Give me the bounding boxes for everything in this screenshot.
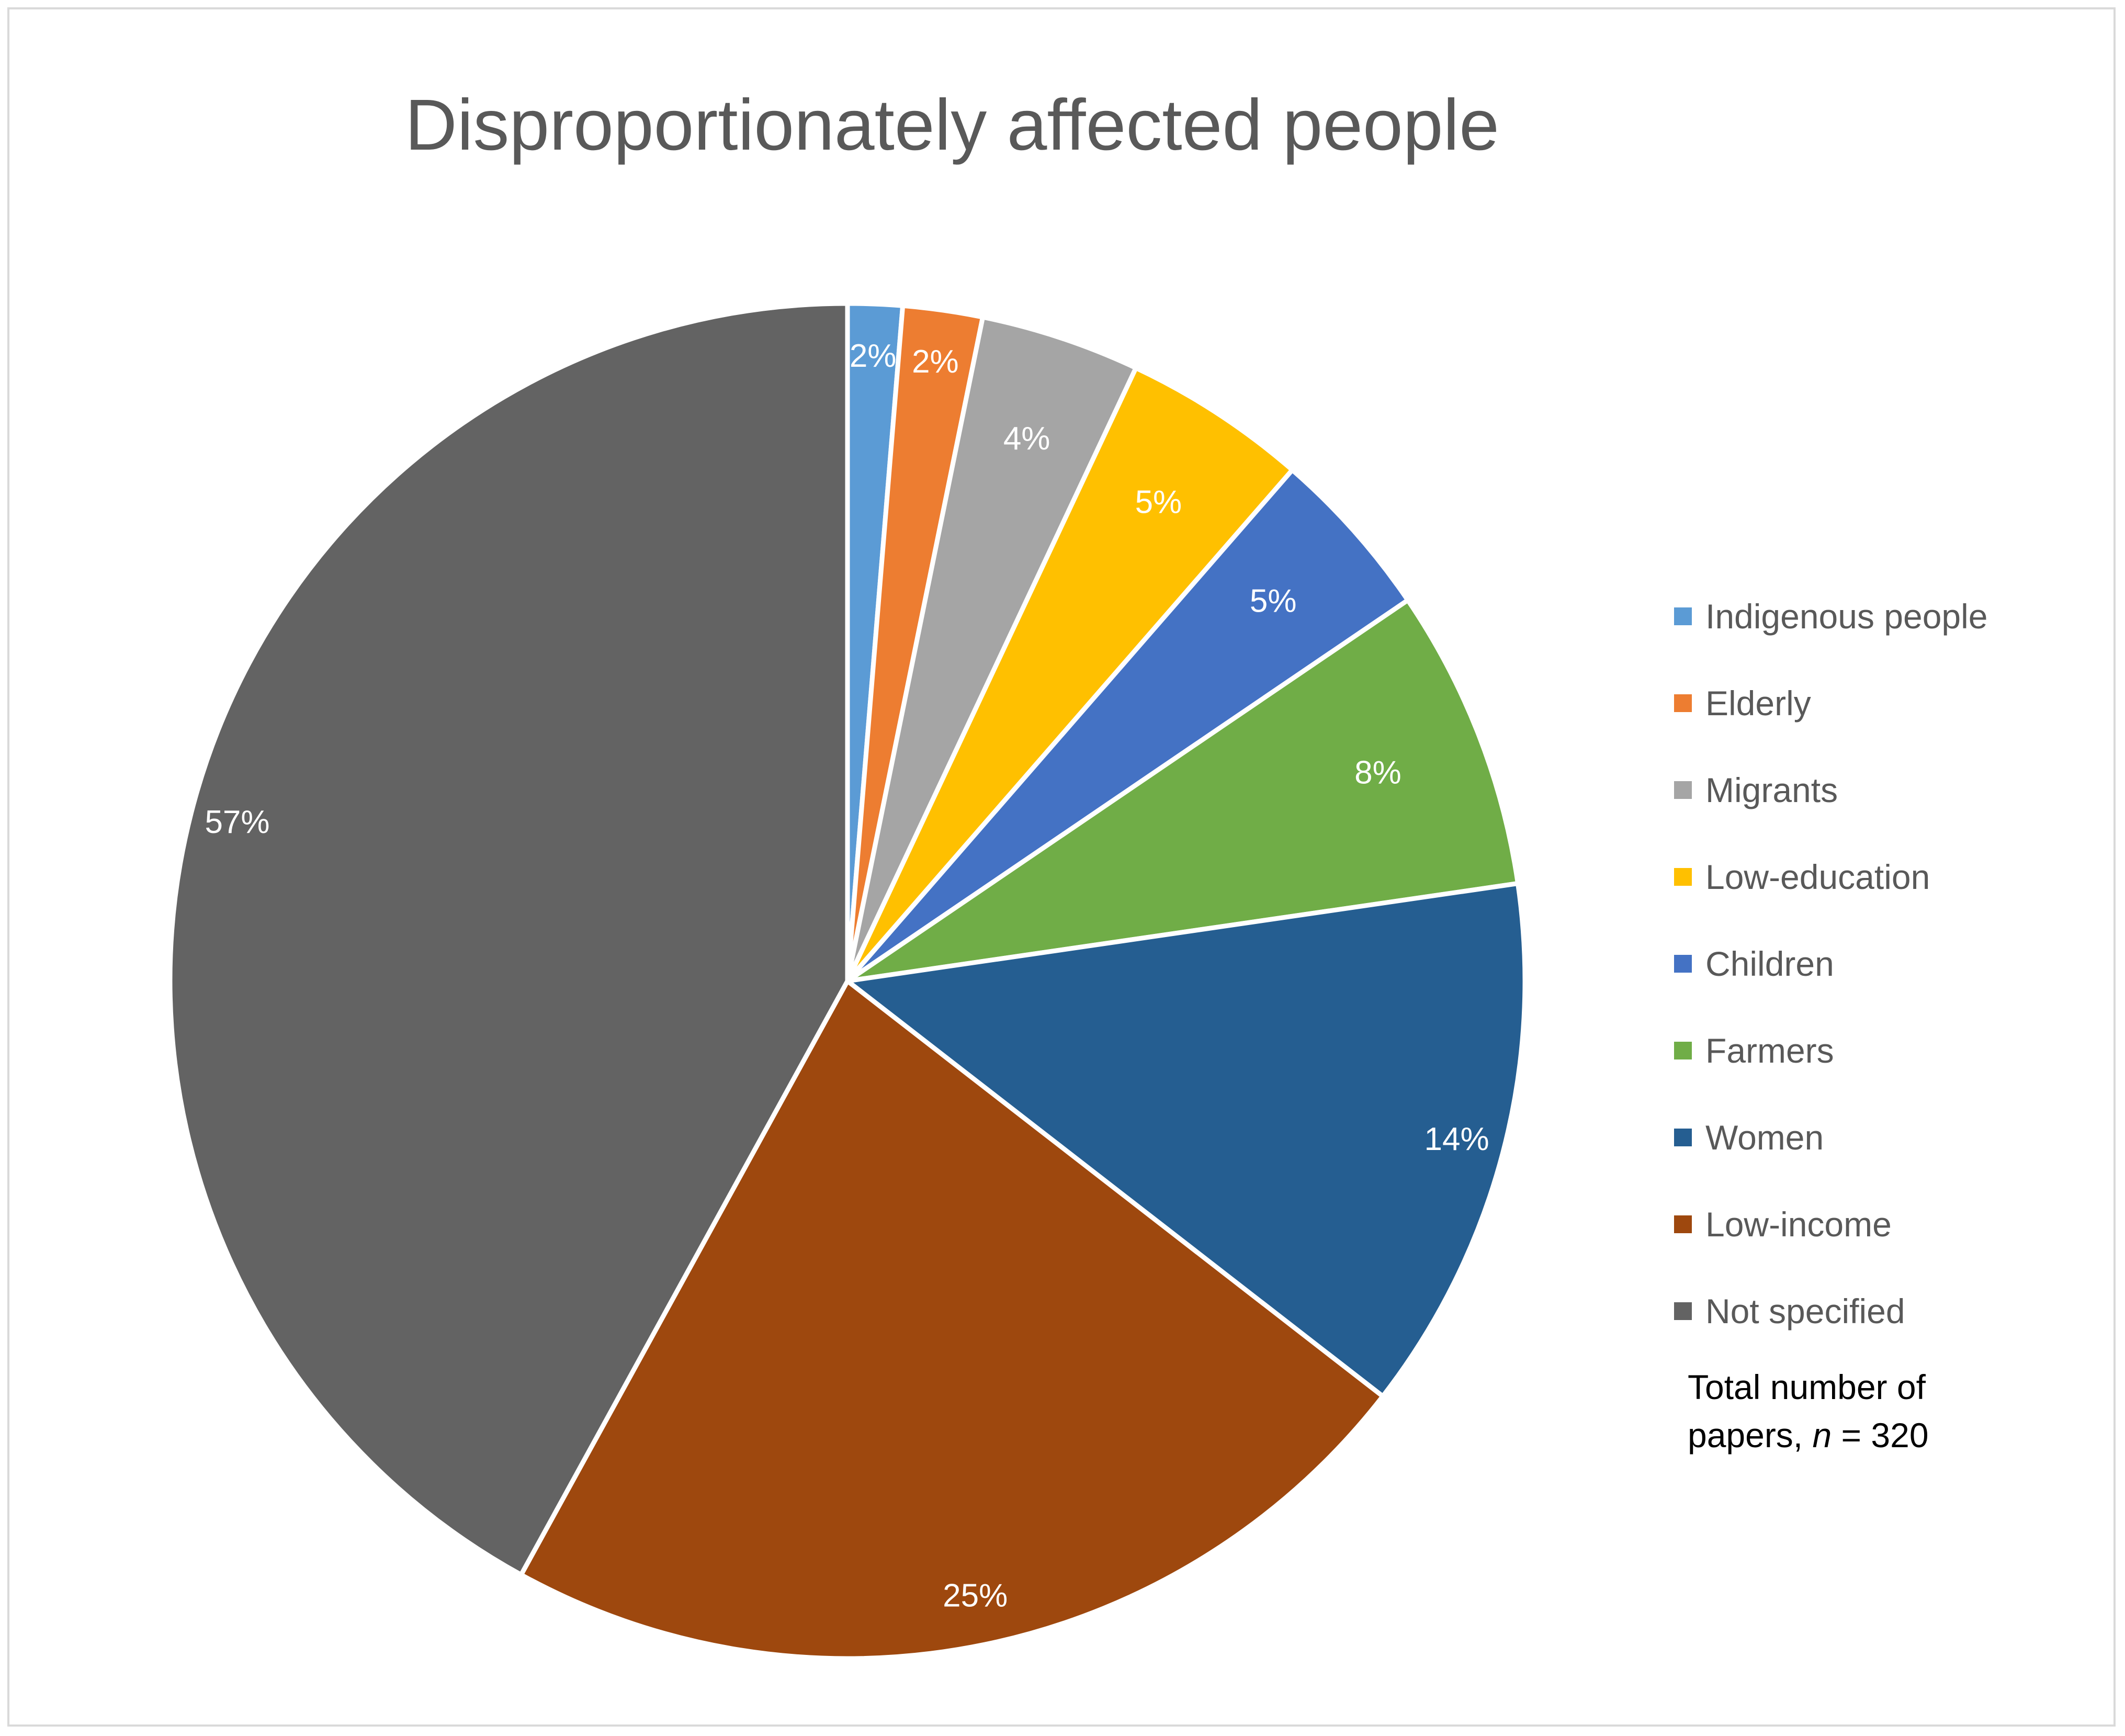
note-line-2-prefix: papers, [1688,1416,1813,1455]
legend-swatch [1674,955,1692,973]
note-line-2-suffix: = 320 [1832,1416,1929,1455]
legend-item-not-specified: Not specified [1674,1268,1987,1355]
data-label-low-income: 25% [943,1578,1008,1614]
legend-item-farmers: Farmers [1674,1007,1987,1094]
note-line-2: papers, n = 320 [1688,1411,1929,1459]
pie-slice-low-education [845,365,1295,984]
data-label-elderly: 2% [912,344,959,380]
legend-label: Elderly [1705,684,1811,723]
total-papers-note: Total number of papers, n = 320 [1688,1363,1929,1459]
legend-swatch [1674,1215,1692,1233]
pie-slice-low-income [518,978,1385,1661]
legend-item-indigenous-people: Indigenous people [1674,573,1987,660]
data-label-farmers: 8% [1354,754,1401,791]
pie-slice-farmers [845,598,1520,984]
legend-label: Farmers [1705,1031,1834,1070]
data-label-low-education: 5% [1135,484,1182,520]
chart-title: Disproportionately affected people [405,85,1499,165]
legend-item-elderly: Elderly [1674,660,1987,747]
legend-swatch [1674,868,1692,886]
data-label-children: 5% [1250,583,1297,619]
pie-slice-migrants [845,314,1138,984]
legend-label: Indigenous people [1705,597,1988,636]
legend-item-children: Children [1674,920,1987,1007]
legend-label: Low-income [1705,1205,1892,1244]
pie-data-labels: 2% 2% 4% 5% 5% 8% 14% 25% 57% [205,338,1489,1614]
pie-slice-women [845,881,1528,1399]
note-line-1: Total number of [1688,1368,1926,1406]
legend-item-low-education: Low-education [1674,833,1987,920]
legend-swatch [1674,1129,1692,1146]
data-label-not-specified: 57% [205,804,269,840]
legend-item-migrants: Migrants [1674,747,1987,833]
legend-label: Children [1705,944,1834,983]
legend-label: Women [1705,1118,1824,1157]
data-label-migrants: 4% [1003,421,1050,457]
legend-swatch [1674,1042,1692,1059]
legend-item-low-income: Low-income [1674,1181,1987,1268]
legend-swatch [1674,1302,1692,1320]
legend-label: Low-education [1705,858,1930,896]
data-label-indigenous-people: 2% [850,338,897,374]
note-n-symbol: n [1812,1416,1832,1455]
pie-slice-not-specified [167,301,850,1577]
chart-legend: Indigenous people Elderly Migrants Low-educ… [1674,573,1987,1355]
data-label-women: 14% [1425,1121,1489,1157]
pie-slices [167,301,1528,1661]
legend-swatch [1674,694,1692,712]
pie-slice-children [845,467,1410,984]
legend-swatch [1674,607,1692,625]
legend-item-women: Women [1674,1094,1987,1181]
legend-label: Migrants [1705,771,1838,809]
legend-label: Not specified [1705,1292,1905,1331]
legend-swatch [1674,781,1692,799]
